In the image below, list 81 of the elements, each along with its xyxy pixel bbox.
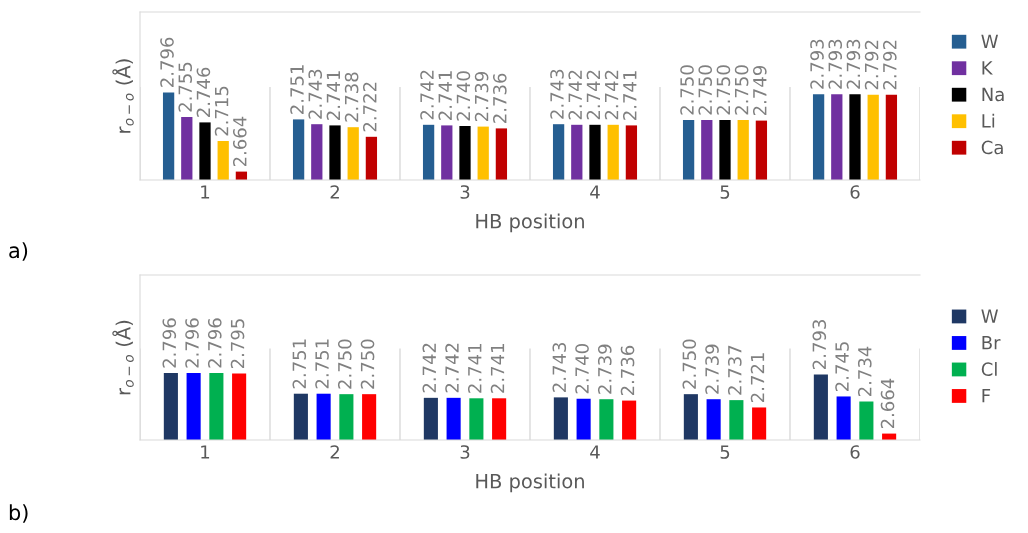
data-label: 2.796 <box>162 318 177 368</box>
data-label: 2.664 <box>232 116 247 167</box>
x-tick-label: 1 <box>201 185 210 199</box>
data-label: 2.742 <box>586 70 600 120</box>
data-label: 2.751 <box>315 339 329 389</box>
data-label: 2.740 <box>575 344 589 394</box>
data-label: 2.746 <box>196 67 211 117</box>
data-label: 2.793 <box>846 39 861 89</box>
data-label: 2.740 <box>456 71 471 121</box>
data-label: 2.796 <box>185 318 199 368</box>
data-label: 2.742 <box>422 343 436 393</box>
x-tick-label: 5 <box>720 185 730 199</box>
data-label: 2.750 <box>716 65 731 115</box>
data-label: 2.750 <box>680 65 694 115</box>
x-tick-label: 4 <box>590 445 600 459</box>
data-label: 2.741 <box>490 344 505 393</box>
x-tick-label: 2 <box>330 445 339 459</box>
data-label: 2.749 <box>752 66 767 116</box>
data-label: 2.750 <box>682 339 697 389</box>
x-tick-label: 4 <box>590 185 600 199</box>
data-label: 2.743 <box>552 342 567 392</box>
data-label: 2.739 <box>705 344 719 394</box>
x-axis-title: HB position <box>476 473 584 493</box>
legend-label: Br <box>982 336 1001 350</box>
data-label: 2.750 <box>360 339 375 389</box>
x-tick-label: 6 <box>850 185 860 199</box>
data-label: 2.721 <box>750 353 765 402</box>
x-tick-label: 3 <box>460 185 470 199</box>
legend-label: Na <box>982 87 1004 102</box>
x-tick-label: 3 <box>460 445 470 459</box>
data-label: 2.750 <box>734 65 749 115</box>
text: a) <box>9 242 28 261</box>
data-label: 2.793 <box>810 39 824 89</box>
data-label: 2.734 <box>857 346 872 397</box>
data-label: 2.715 <box>214 86 229 136</box>
x-tick-label: 2 <box>330 185 339 199</box>
data-label: 2.745 <box>835 342 849 391</box>
data-label: 2.741 <box>438 71 452 120</box>
data-label: 2.750 <box>337 339 352 389</box>
data-label: 2.742 <box>604 70 619 120</box>
data-label: 2.792 <box>882 40 897 90</box>
y-axis-title: r$_{o−o}$ (Å) <box>112 320 134 395</box>
data-label: 2.793 <box>828 39 843 89</box>
legend-label: W <box>981 34 998 48</box>
legend-label: K <box>982 61 993 75</box>
data-label: 2.739 <box>597 344 612 394</box>
data-label: 2.751 <box>292 339 307 389</box>
x-tick-label: 6 <box>850 445 860 459</box>
data-label: 2.796 <box>207 318 222 368</box>
x-axis-title: HB position <box>476 213 584 233</box>
data-label: 2.742 <box>445 343 459 393</box>
data-label: 2.751 <box>290 65 304 114</box>
data-label: 2.736 <box>492 73 507 123</box>
data-label: 2.736 <box>620 345 635 396</box>
x-tick-label: 1 <box>201 445 210 459</box>
y-axis-title: r$_{o−o}$ (Å) <box>112 59 134 133</box>
data-label: 2.742 <box>568 70 582 120</box>
data-label: 2.743 <box>308 69 323 119</box>
data-label: 2.664 <box>880 378 895 429</box>
data-label: 2.741 <box>622 71 637 120</box>
data-label: 2.796 <box>160 37 174 87</box>
legend-label: Li <box>982 113 995 128</box>
data-label: 2.793 <box>812 320 827 369</box>
data-label: 2.741 <box>326 71 340 120</box>
x-tick-label: 5 <box>720 445 730 459</box>
data-label: 2.742 <box>420 70 434 120</box>
legend-label: Ca <box>981 140 1003 155</box>
data-label: 2.792 <box>864 40 879 90</box>
data-label: 2.737 <box>727 345 742 395</box>
legend-label: F <box>982 389 991 403</box>
data-label: 2.722 <box>362 82 377 132</box>
data-label: 2.743 <box>550 69 564 119</box>
legend-label: W <box>981 309 998 323</box>
data-label: 2.795 <box>230 319 245 369</box>
data-label: 2.741 <box>467 344 482 393</box>
data-label: 2.738 <box>344 72 359 122</box>
data-label: 2.750 <box>698 65 713 115</box>
legend-label: Cl <box>981 362 997 376</box>
text: b) <box>9 504 28 523</box>
data-label: 2.739 <box>474 72 489 122</box>
data-label: 2.755 <box>178 62 193 112</box>
